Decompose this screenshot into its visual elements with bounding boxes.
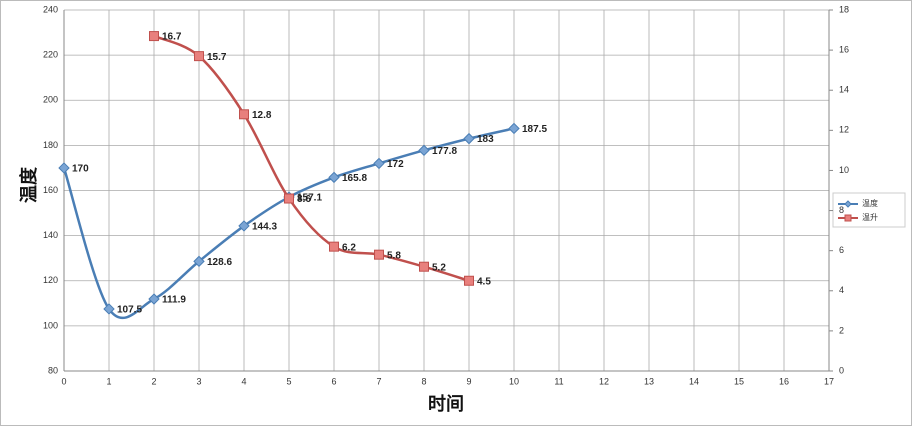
y2-tick-label: 18 xyxy=(839,4,849,14)
marker xyxy=(239,109,249,120)
x-tick-label: 12 xyxy=(599,376,609,386)
data-label: 12.8 xyxy=(252,110,272,121)
x-tick-label: 1 xyxy=(106,376,111,386)
marker xyxy=(194,51,204,62)
y-tick-label: 160 xyxy=(43,185,58,195)
x-tick-label: 13 xyxy=(644,376,654,386)
x-tick-label: 6 xyxy=(331,376,336,386)
marker xyxy=(238,220,250,232)
legend-marker xyxy=(844,214,852,222)
x-tick-label: 7 xyxy=(376,376,381,386)
marker xyxy=(58,162,70,174)
y-tick-label: 140 xyxy=(43,230,58,240)
x-tick-label: 16 xyxy=(779,376,789,386)
data-label: 165.8 xyxy=(342,173,367,184)
y2-tick-label: 16 xyxy=(839,44,849,54)
marker xyxy=(103,303,115,315)
data-label: 5.2 xyxy=(432,262,446,273)
x-tick-label: 14 xyxy=(689,376,699,386)
x-tick-label: 15 xyxy=(734,376,744,386)
x-tick-label: 0 xyxy=(61,376,66,386)
marker xyxy=(508,122,520,135)
y-axis-title: 温度 xyxy=(18,166,40,203)
y-tick-label: 120 xyxy=(43,275,58,285)
x-tick-label: 4 xyxy=(241,376,246,386)
data-label: 172 xyxy=(387,159,404,170)
y-tick-label: 180 xyxy=(43,140,58,150)
y2-tick-label: 14 xyxy=(839,85,849,95)
legend-label: 温度 xyxy=(862,198,878,208)
y-tick-label: 80 xyxy=(48,365,58,375)
y2-tick-label: 8 xyxy=(839,205,844,215)
marker xyxy=(329,241,339,252)
x-tick-label: 3 xyxy=(196,376,201,386)
y2-tick-label: 2 xyxy=(839,325,844,335)
marker xyxy=(328,171,340,184)
marker xyxy=(373,157,385,170)
series-line xyxy=(62,127,515,320)
y-tick-label: 200 xyxy=(43,95,58,105)
marker xyxy=(464,275,474,286)
y2-tick-label: 6 xyxy=(839,245,844,255)
y2-tick-label: 0 xyxy=(839,365,844,375)
legend-label: 温升 xyxy=(862,213,878,222)
data-label: 4.5 xyxy=(477,276,491,287)
data-label: 170 xyxy=(72,164,89,175)
x-axis-title: 时间 xyxy=(428,394,464,415)
data-label: 6.2 xyxy=(342,242,356,253)
marker xyxy=(149,31,159,42)
data-label: 8.6 xyxy=(297,194,311,205)
data-label: 183 xyxy=(477,134,494,145)
data-label: 177.8 xyxy=(432,146,457,157)
x-tick-label: 9 xyxy=(466,376,471,386)
marker xyxy=(418,144,430,157)
marker xyxy=(463,132,475,145)
data-label: 144.3 xyxy=(252,222,277,233)
y-tick-label: 100 xyxy=(43,320,58,330)
series-line xyxy=(153,34,470,282)
marker xyxy=(193,255,205,268)
data-label: 5.8 xyxy=(387,250,401,261)
marker xyxy=(374,249,384,260)
marker xyxy=(284,193,294,204)
data-label: 187.5 xyxy=(522,124,547,135)
y2-tick-label: 10 xyxy=(839,165,849,175)
legend-marker xyxy=(844,200,852,208)
data-label: 157.1 xyxy=(297,193,322,204)
y2-tick-label: 4 xyxy=(839,285,844,295)
data-label: 107.5 xyxy=(117,305,142,316)
data-label: 111.9 xyxy=(162,295,186,306)
y-tick-label: 220 xyxy=(43,50,58,60)
data-label: 15.7 xyxy=(207,52,227,63)
marker xyxy=(419,261,429,272)
marker xyxy=(148,293,160,305)
data-label: 128.6 xyxy=(207,257,232,268)
x-tick-label: 2 xyxy=(151,376,156,386)
x-tick-label: 11 xyxy=(554,376,563,386)
x-tick-label: 8 xyxy=(421,376,426,386)
y-tick-label: 240 xyxy=(43,4,58,14)
x-tick-label: 17 xyxy=(824,376,834,386)
data-label: 16.7 xyxy=(162,32,182,43)
x-tick-label: 10 xyxy=(509,376,519,386)
x-tick-label: 5 xyxy=(286,376,291,386)
y2-tick-label: 12 xyxy=(839,125,849,135)
